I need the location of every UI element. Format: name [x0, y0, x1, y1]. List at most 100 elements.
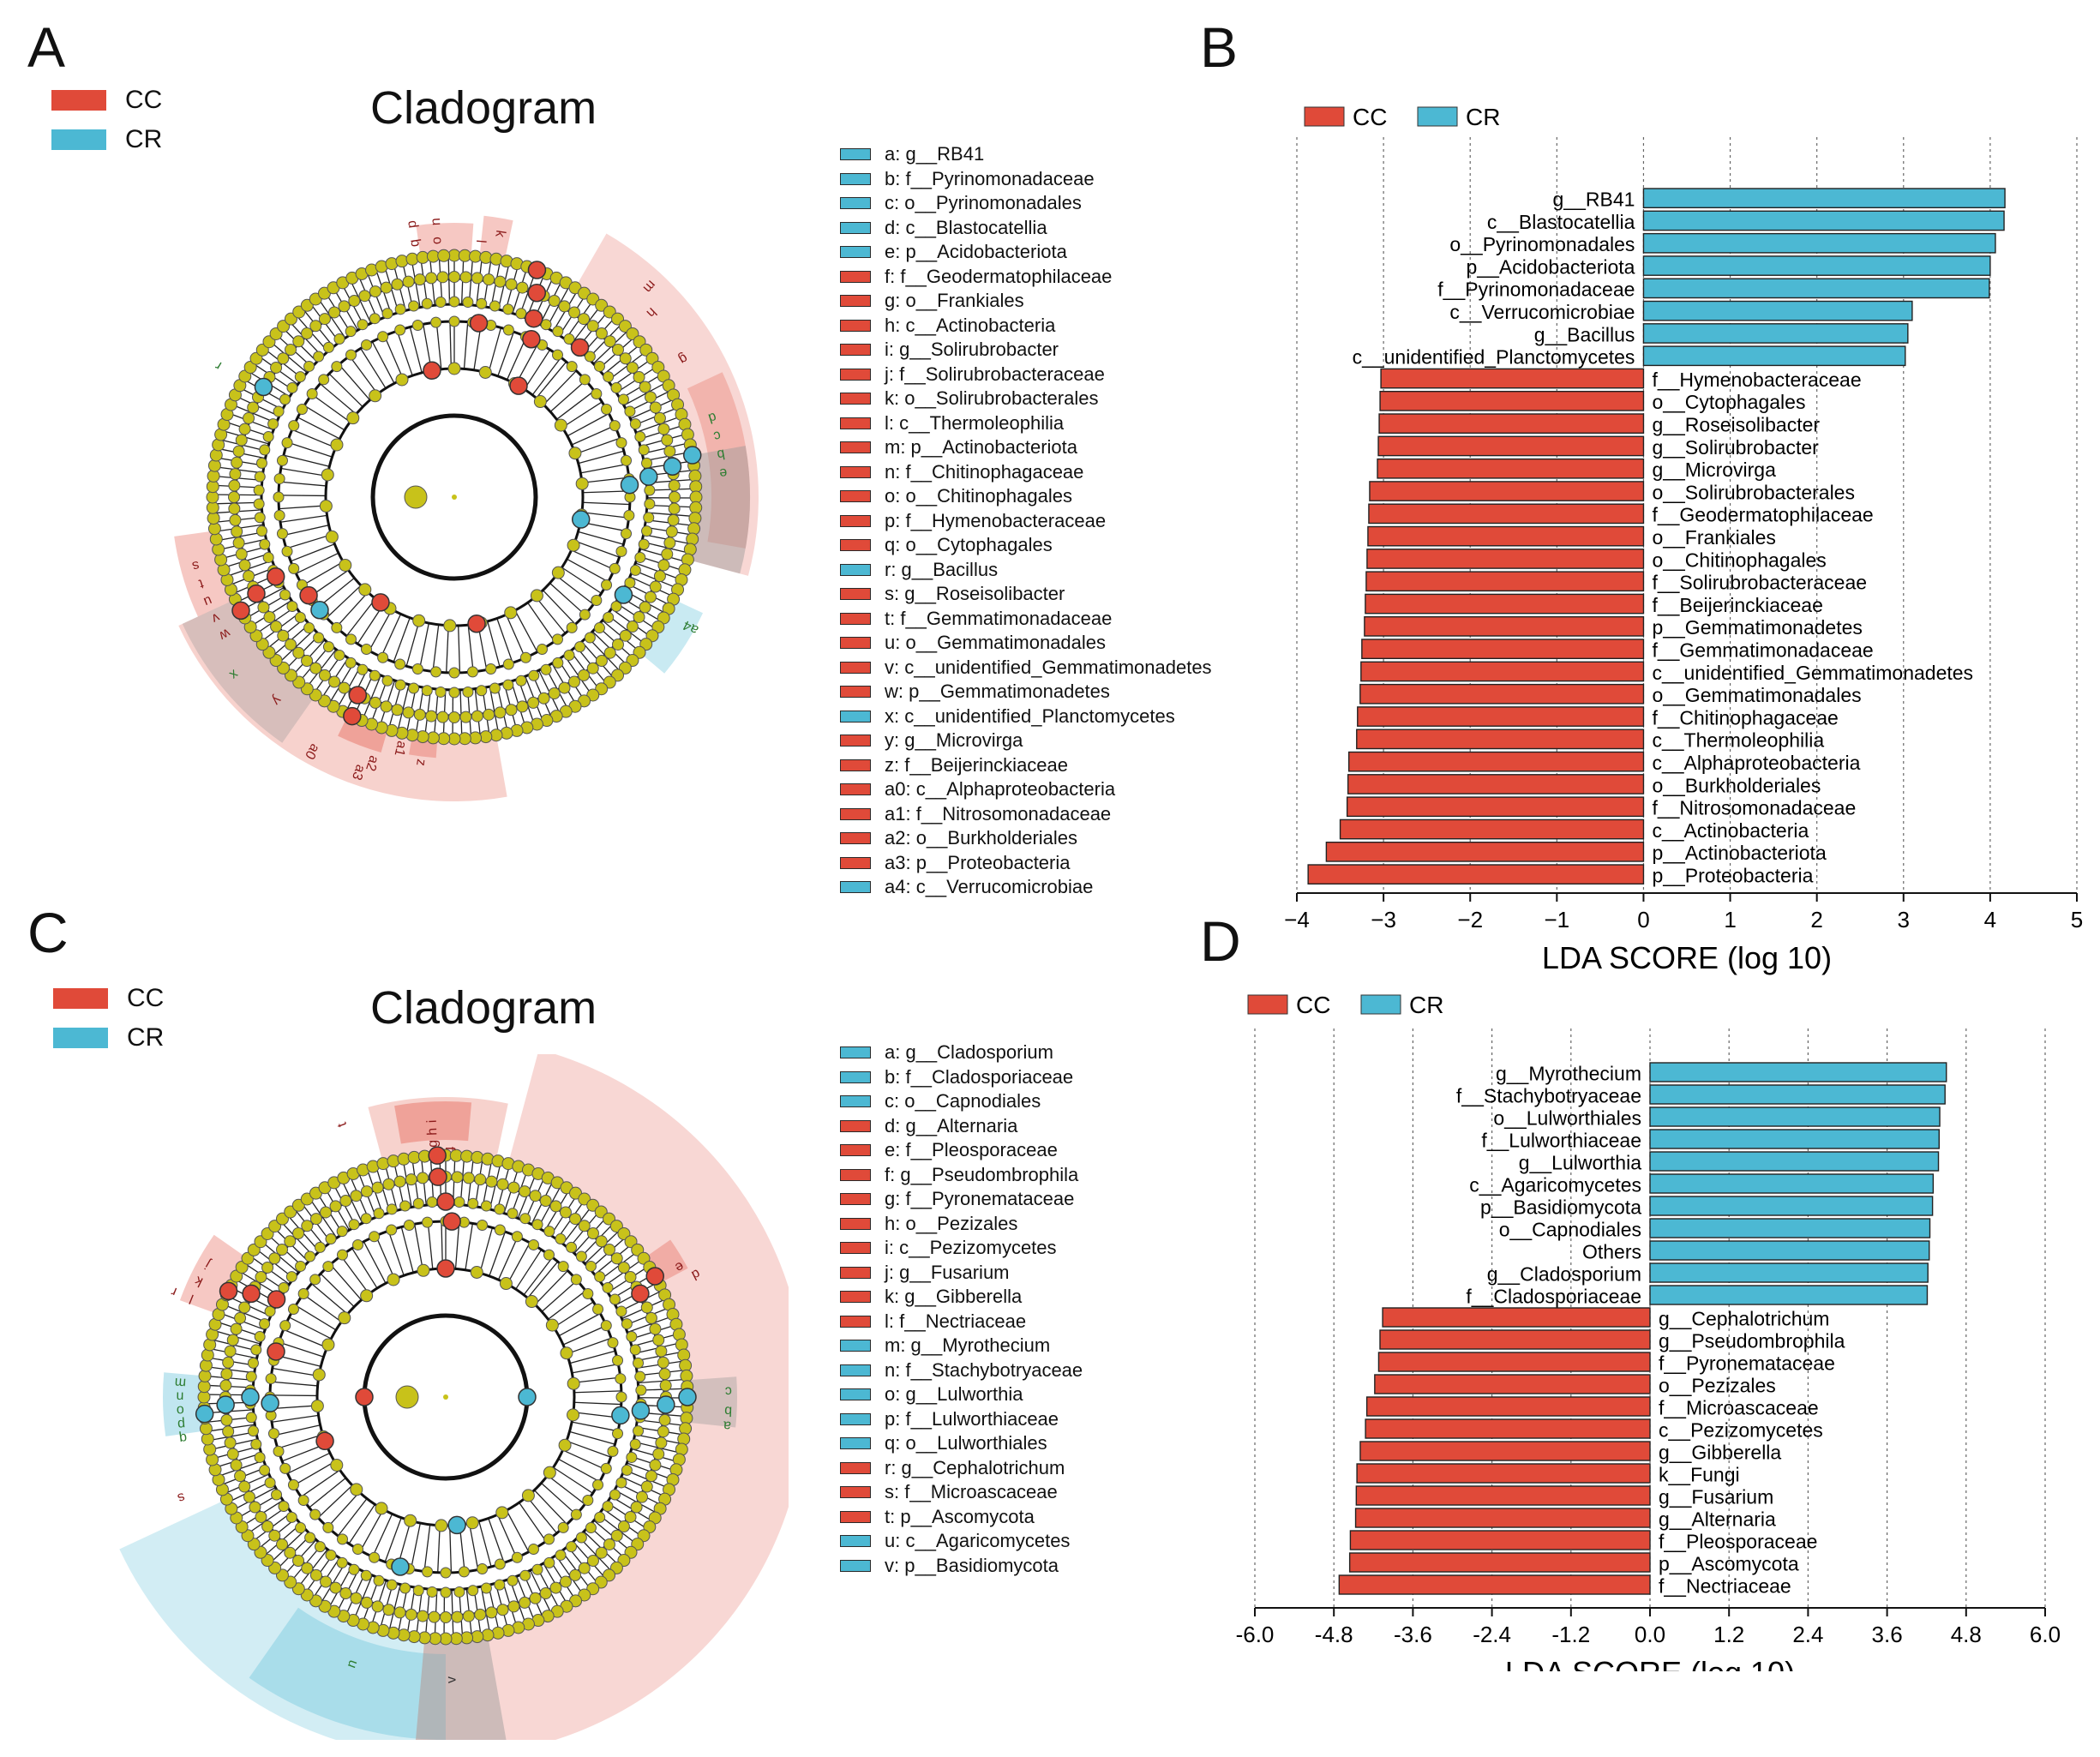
leaf-node [476, 297, 488, 309]
leaf-node [595, 1546, 608, 1559]
leaf-node [373, 1208, 385, 1220]
legend-swatch-cc [1247, 994, 1288, 1015]
leaf-node [540, 319, 552, 331]
legend-swatch-cc [51, 90, 106, 111]
legend-label-cc: CC [1353, 104, 1387, 130]
leaf-node [448, 296, 460, 308]
leaf-node [276, 454, 288, 466]
branch [232, 404, 277, 424]
branch [488, 327, 502, 374]
key-swatch [840, 465, 871, 478]
biomarker-node [631, 1284, 650, 1304]
leaf-node [645, 1470, 657, 1483]
branch [479, 1227, 494, 1274]
key-swatch [840, 344, 871, 357]
x-tick-label: 2.4 [1792, 1622, 1823, 1647]
key-label: a1: f__Nitrosomonadaceae [885, 802, 1112, 825]
leaf-node [250, 1438, 262, 1450]
leaf-node [525, 1295, 538, 1309]
key-item: g: f__Pyronemataceae [840, 1187, 1083, 1212]
leaf-node [339, 1586, 352, 1599]
branch [273, 1424, 321, 1436]
leaf-node [360, 1213, 372, 1225]
branch [388, 1584, 401, 1631]
bar-p__Proteobacteria [1307, 864, 1645, 884]
bar-p__Ascomycota [1348, 1552, 1651, 1573]
key-item: b: f__Pyrinomonadaceae [840, 167, 1212, 192]
bar-k__Fungi [1356, 1463, 1651, 1484]
leaf-node [234, 1470, 247, 1483]
leaf-node [615, 1305, 627, 1317]
branch [282, 525, 329, 537]
bar-label: c__unidentified_Gemmatimonadetes [1652, 662, 1973, 684]
x-tick-label: -4.8 [1315, 1622, 1353, 1647]
leaf-node [312, 1368, 326, 1382]
leaf-node [413, 273, 426, 286]
leaf-node [623, 509, 635, 521]
bar-f__Stachybotryaceae [1649, 1084, 1946, 1105]
leaf-node [686, 532, 699, 546]
leaf-node [405, 1608, 417, 1621]
bar-o__Chitinophagales [1366, 549, 1645, 569]
leaf-node [373, 1574, 385, 1586]
bar-label: f__Cladosporiaceae [1466, 1285, 1641, 1307]
leaf-node [285, 1511, 297, 1523]
key-item: s: g__Roseisolibacter [840, 582, 1212, 607]
key-swatch [840, 832, 871, 845]
leaf-node [545, 1318, 559, 1332]
x-tick-label: -3.6 [1394, 1622, 1432, 1647]
leaf-node [655, 1345, 668, 1358]
leaf-node [357, 663, 369, 675]
branch [558, 1458, 600, 1483]
branch [287, 1452, 331, 1474]
leaf-node [300, 1192, 314, 1206]
leaf-node [435, 1519, 448, 1532]
key-swatch [840, 1070, 871, 1083]
leaf-node [337, 1533, 349, 1545]
leaf-node [273, 509, 285, 521]
branch [465, 1223, 474, 1270]
bar-label: o__Capnodiales [1499, 1218, 1641, 1240]
branch [410, 1522, 421, 1570]
bar-o__Capnodiales [1649, 1218, 1931, 1238]
sector-label: a4 [681, 617, 701, 637]
leaf-node [426, 1196, 438, 1208]
branch [573, 1376, 621, 1383]
key-swatch [840, 221, 871, 234]
key-item: f: f__Geodermatophilaceae [840, 265, 1212, 290]
leaf-node [657, 423, 670, 435]
leaf-node [521, 1489, 535, 1502]
branch [449, 321, 452, 369]
leaf-node [387, 1154, 400, 1168]
bar-label: o__Chitinophagales [1652, 549, 1826, 571]
branch [488, 1518, 505, 1563]
branch [393, 617, 411, 663]
leaf-node [358, 290, 371, 303]
center-node [452, 495, 457, 500]
leaf-node [209, 448, 223, 462]
key-item: c: o__Pyrinomonadales [840, 191, 1212, 216]
branch [633, 1441, 680, 1454]
branch [514, 609, 538, 652]
branch [295, 1304, 337, 1331]
bar-label: g__Lulworthia [1519, 1151, 1641, 1173]
branch [271, 1529, 306, 1562]
leaf-node [321, 468, 334, 482]
branch [573, 1401, 621, 1406]
branch [549, 380, 586, 412]
leaf-node [229, 468, 242, 481]
leaf-node [259, 538, 271, 550]
key-swatch [840, 1193, 871, 1206]
bar-label: f__Pyronemataceae [1659, 1352, 1835, 1374]
key-swatch [840, 1340, 871, 1352]
leaf-node [494, 1579, 506, 1591]
leaf-node [548, 295, 561, 308]
leaf-node [467, 1197, 479, 1209]
leaf-node [322, 1521, 334, 1533]
leaf-node [348, 295, 361, 308]
bar-label: p__Ascomycota [1659, 1552, 1799, 1574]
leaf-node [527, 696, 540, 709]
leaf-node [430, 316, 442, 328]
leaf-node [369, 313, 381, 325]
